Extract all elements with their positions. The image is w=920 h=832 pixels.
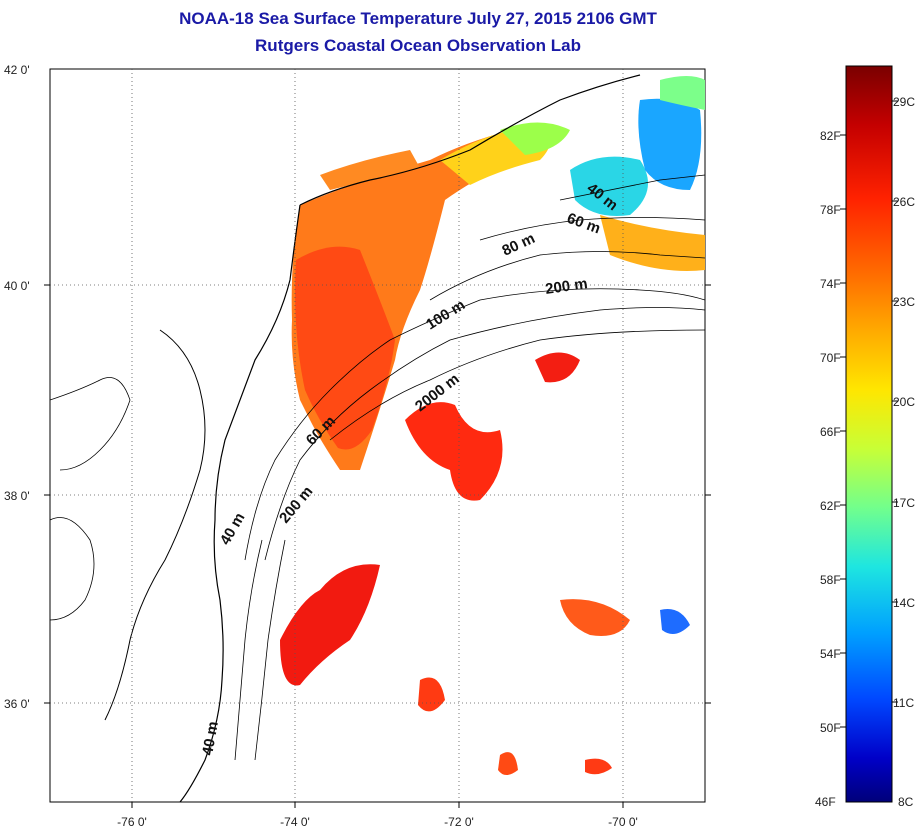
latitude-labels: 42 0' 40 0' 38 0' 36 0' (4, 63, 30, 711)
map-content (50, 69, 705, 802)
sst-hot-core (295, 246, 395, 450)
sst-gom-patch (660, 76, 705, 110)
cb-label-26c: 26C (893, 195, 915, 209)
cb-label-14c: 14C (893, 596, 915, 610)
sst-green-band (500, 122, 570, 155)
map-title: NOAA-18 Sea Surface Temperature July 27,… (179, 9, 657, 28)
colorbar (845, 65, 893, 803)
river-shore-a (50, 377, 131, 471)
cb-label-54f: 54F (820, 647, 841, 661)
northeast-coastline (299, 74, 641, 206)
lon-label-74: -74 0' (280, 815, 310, 829)
colorbar-fahrenheit-labels: 82F 78F 74F 70F 66F 62F 58F 54F 50F 46F (815, 129, 841, 809)
cb-label-74f: 74F (820, 277, 841, 291)
cb-label-11c: 11C (893, 696, 914, 710)
cb-label-23c: 23C (893, 295, 915, 309)
cb-label-66f: 66F (820, 425, 841, 439)
sst-small-patch-c (585, 758, 612, 775)
outer-coastline (179, 204, 301, 802)
sst-cold-speck (660, 609, 690, 634)
axis-tick-marks (44, 284, 711, 808)
cb-label-78f: 78F (820, 203, 841, 217)
sst-south-patch (280, 564, 380, 686)
sst-sound (320, 150, 420, 190)
chesapeake-shore (104, 329, 206, 721)
cb-label-17c: 17C (893, 496, 915, 510)
sst-patches (280, 76, 705, 775)
lat-label-42: 42 0' (4, 63, 30, 77)
lon-label-76: -76 0' (117, 815, 147, 829)
lon-label-72: -72 0' (444, 815, 474, 829)
lat-label-36: 36 0' (4, 697, 30, 711)
colorbar-celsius-labels: 29C 26C 23C 20C 17C 14C 11C 8C (893, 95, 915, 809)
sst-gulfstream-eddy (405, 402, 503, 501)
cb-label-8c: 8C (898, 795, 914, 809)
cb-label-20c: 20C (893, 395, 915, 409)
colorbar-ticks (840, 100, 898, 728)
sst-shelf-break-patch (600, 215, 705, 271)
contour-label-200m-north: 200 m (544, 275, 588, 298)
cb-label-58f: 58F (820, 573, 841, 587)
sst-offshore-patch (535, 352, 580, 383)
sst-east-patch (560, 599, 630, 636)
cb-label-29c: 29C (893, 95, 915, 109)
sst-blue-patch (638, 98, 702, 190)
cb-label-46f: 46F (815, 795, 836, 809)
sst-small-patch-b (498, 752, 518, 775)
contour-label-40m-south: 40 m (199, 720, 222, 757)
lon-label-70: -70 0' (608, 815, 638, 829)
bathymetry-contours (234, 174, 705, 761)
longitude-labels: -76 0' -74 0' -72 0' -70 0' (117, 815, 638, 829)
lat-label-38: 38 0' (4, 489, 30, 503)
cb-label-70f: 70F (820, 351, 841, 365)
map-subtitle: Rutgers Coastal Ocean Observation Lab (255, 36, 581, 55)
cb-label-82f: 82F (820, 129, 841, 143)
river-shore-b (50, 517, 95, 621)
cb-label-62f: 62F (820, 499, 841, 513)
sst-cyan-patch (570, 156, 648, 216)
cb-label-50f: 50F (820, 721, 841, 735)
lat-label-40: 40 0' (4, 279, 30, 293)
